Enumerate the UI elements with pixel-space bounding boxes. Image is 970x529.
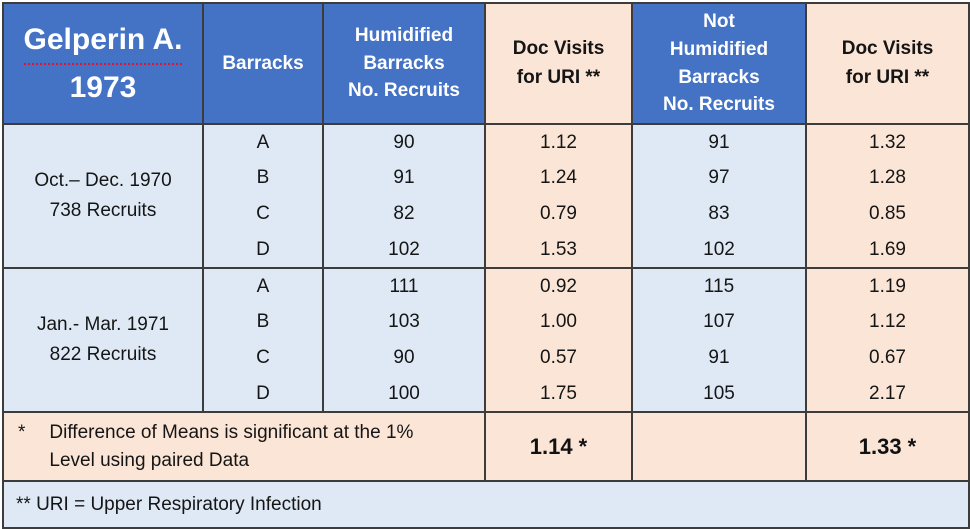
- table-row: D 100 1.75 105 2.17: [3, 376, 970, 413]
- study-title: Gelperin A.: [5, 17, 201, 65]
- table-row: C 90 0.57 91 0.67: [3, 340, 970, 377]
- not-humidified-recruits-cell: 115: [631, 267, 807, 305]
- not-humidified-doc-visits-cell: 1.32: [805, 123, 970, 161]
- significance-note: * Difference of Means is significant at …: [5, 414, 483, 479]
- humidified-doc-visits-cell: 0.79: [484, 196, 633, 233]
- table-row: B 103 1.00 107 1.12: [3, 304, 970, 341]
- period-cell-1971: Jan.- Mar. 1971 822 Recruits: [2, 267, 204, 413]
- footnote-row: ** URI = Upper Respiratory Infection: [2, 480, 970, 529]
- not-humidified-doc-visits-cell: 1.28: [805, 160, 970, 197]
- not-humidified-doc-visits-cell: 1.19: [805, 267, 970, 305]
- not-humidified-doc-visits-cell: 0.85: [805, 196, 970, 233]
- table-row: D 102 1.53 102 1.69: [3, 232, 970, 269]
- not-humidified-recruits-cell: 97: [631, 160, 807, 197]
- humidified-doc-visits-cell: 1.00: [484, 304, 633, 341]
- humidified-doc-visits-cell: 1.53: [484, 232, 633, 269]
- not-humidified-recruits-cell: 102: [631, 232, 807, 269]
- not-humidified-mean-cell: 1.33 *: [805, 410, 970, 483]
- significance-note-text: Difference of Means is significant at th…: [49, 422, 414, 471]
- not-humidified-recruits-cell: 91: [631, 123, 807, 161]
- significance-note-cell: * Difference of Means is significant at …: [2, 410, 486, 483]
- study-year: 1973: [69, 71, 137, 104]
- not-humidified-recruits-cell: 83: [631, 196, 807, 233]
- humidified-doc-visits-cell: 1.75: [484, 376, 633, 413]
- spellcheck-underline: Gelperin A.: [23, 17, 183, 65]
- humidified-recruits-cell: 102: [322, 232, 486, 269]
- empty-cell: [631, 410, 807, 483]
- study-title-cell: Gelperin A. 1973: [2, 2, 204, 125]
- barrack-cell: C: [202, 340, 324, 377]
- barrack-cell: B: [202, 304, 324, 341]
- humidified-doc-visits-cell: 0.57: [484, 340, 633, 377]
- humidified-recruits-cell: 100: [322, 376, 486, 413]
- humidified-recruits-cell: 91: [322, 160, 486, 197]
- humidified-mean-cell: 1.14 *: [484, 410, 633, 483]
- column-header-humidified-recruits: Humidified Barracks No. Recruits: [322, 2, 486, 125]
- header-row: Gelperin A. 1973 Barracks Humidified Bar…: [2, 2, 970, 125]
- not-humidified-recruits-cell: 91: [631, 340, 807, 377]
- not-humidified-recruits-cell: 107: [631, 304, 807, 341]
- column-header-doc-visits-humidified: Doc Visits for URI **: [484, 2, 633, 125]
- significance-row: * Difference of Means is significant at …: [2, 410, 970, 483]
- not-humidified-doc-visits-cell: 1.69: [805, 232, 970, 269]
- barrack-cell: D: [202, 232, 324, 269]
- period-cell-1970: Oct.– Dec. 1970 738 Recruits: [2, 123, 204, 269]
- uri-definition-note: ** URI = Upper Respiratory Infection: [2, 480, 970, 529]
- humidified-doc-visits-cell: 0.92: [484, 267, 633, 305]
- humidified-recruits-cell: 111: [322, 267, 486, 305]
- barrack-cell: D: [202, 376, 324, 413]
- humidified-doc-visits-cell: 1.12: [484, 123, 633, 161]
- column-header-doc-visits-not-humidified: Doc Visits for URI **: [805, 2, 970, 125]
- humidified-recruits-cell: 90: [322, 123, 486, 161]
- humidified-recruits-cell: 82: [322, 196, 486, 233]
- column-header-barracks: Barracks: [202, 2, 324, 125]
- table-row: Jan.- Mar. 1971 822 Recruits A 111 0.92 …: [2, 267, 970, 413]
- table-row: C 82 0.79 83 0.85: [3, 196, 970, 233]
- barrack-cell: C: [202, 196, 324, 233]
- humidified-recruits-cell: 103: [322, 304, 486, 341]
- table-row: Oct.– Dec. 1970 738 Recruits A 90 1.12 9…: [2, 123, 970, 269]
- humidified-recruits-cell: 90: [322, 340, 486, 377]
- not-humidified-recruits-cell: 105: [631, 376, 807, 413]
- barrack-cell: A: [202, 267, 324, 305]
- table-row: B 91 1.24 97 1.28: [3, 160, 970, 197]
- barrack-cell: B: [202, 160, 324, 197]
- column-header-not-humidified-recruits: Not Humidified Barracks No. Recruits: [631, 2, 807, 125]
- not-humidified-doc-visits-cell: 2.17: [805, 376, 970, 413]
- not-humidified-doc-visits-cell: 0.67: [805, 340, 970, 377]
- humidified-doc-visits-cell: 1.24: [484, 160, 633, 197]
- not-humidified-doc-visits-cell: 1.12: [805, 304, 970, 341]
- barrack-cell: A: [202, 123, 324, 161]
- asterisk: *: [18, 422, 26, 443]
